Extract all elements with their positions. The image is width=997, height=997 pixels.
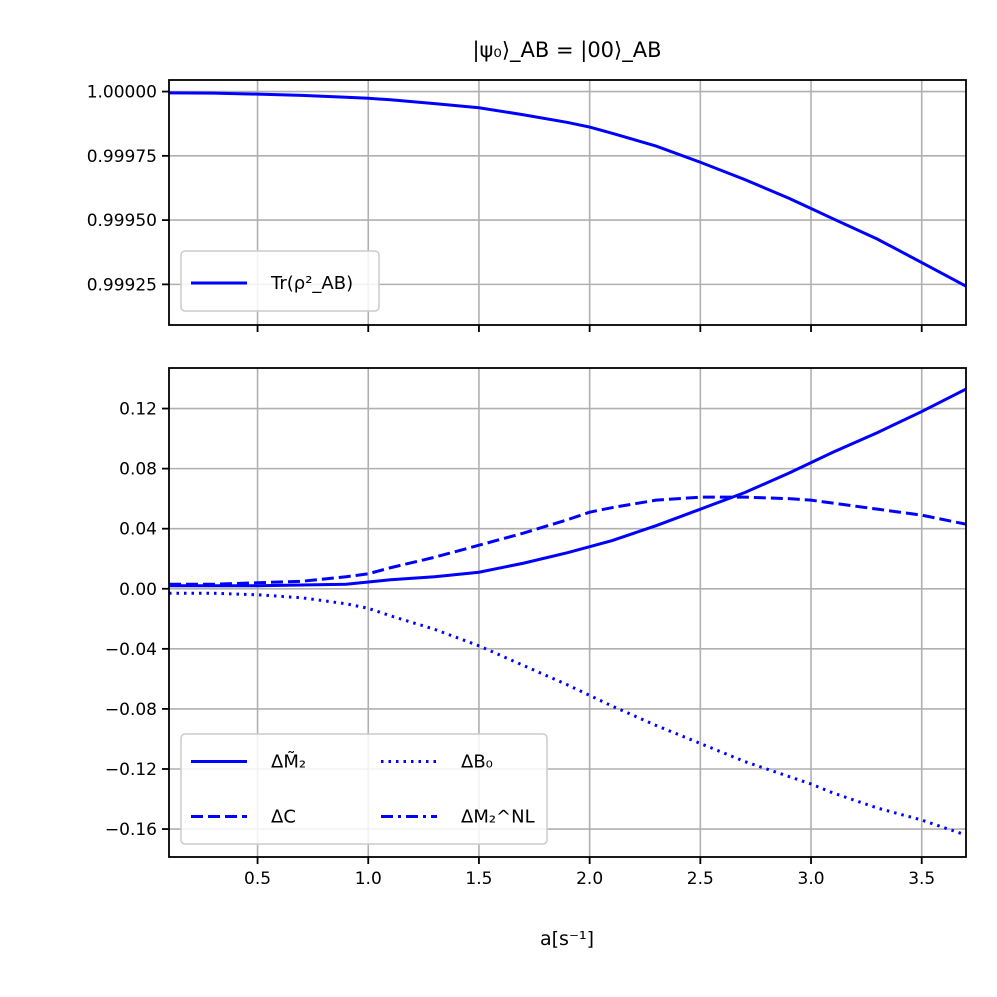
y-tick-label: 0.04 xyxy=(119,520,157,540)
legend-label: ΔM̃₂ xyxy=(271,751,306,772)
legend-label: ΔM₂^NL xyxy=(461,807,535,828)
x-axis-label: a[s⁻¹] xyxy=(540,928,594,950)
legend-label: ΔC xyxy=(271,807,296,828)
y-tick-label: −0.08 xyxy=(105,700,157,720)
x-tick-label: 3.0 xyxy=(798,869,825,889)
x-tick-label: 0.5 xyxy=(244,869,271,889)
axes-frame xyxy=(168,367,967,858)
y-tick-label: 0.99975 xyxy=(87,147,157,167)
x-tick-label: 1.0 xyxy=(355,869,382,889)
y-tick-label: 0.00 xyxy=(119,580,157,600)
x-tick-label: 3.5 xyxy=(908,869,935,889)
figure-title: |ψ₀⟩_AB = |00⟩_AB xyxy=(472,38,661,63)
y-tick-label: 0.99925 xyxy=(87,275,157,295)
x-tick-label: 2.0 xyxy=(576,869,603,889)
legend: Tr(ρ²_AB) xyxy=(180,250,380,312)
y-tick-label: −0.12 xyxy=(105,760,157,780)
legend: ΔM̃₂ ΔC ΔB₀ ΔM₂^NL xyxy=(180,733,548,845)
y-tick-label: −0.04 xyxy=(105,640,157,660)
series-line-delta-c xyxy=(169,495,966,586)
x-tick-label: 2.5 xyxy=(687,869,714,889)
axes-frame xyxy=(168,79,967,326)
top-panel: 1.00000 0.99975 0.99950 0.99925 Tr(ρ²_AB) xyxy=(87,79,967,332)
bottom-panel: 0.5 1.0 1.5 2.0 2.5 3.0 3.5 0.12 0.08 0.04 0.00 −0.… xyxy=(105,367,967,889)
legend-box xyxy=(180,250,380,312)
legend-label: ΔB₀ xyxy=(461,752,493,773)
series-line-delta-m2 xyxy=(169,387,966,588)
y-tick-label: −0.16 xyxy=(105,820,157,840)
y-tick-label: 0.99950 xyxy=(87,211,157,231)
legend-label: Tr(ρ²_AB) xyxy=(270,273,353,294)
series-line-purity xyxy=(169,91,966,288)
x-tick-label: 1.5 xyxy=(465,869,492,889)
legend-box xyxy=(180,733,548,845)
y-tick-label: 0.12 xyxy=(119,400,157,420)
y-tick-label: 0.08 xyxy=(119,460,157,480)
y-tick-label: 1.00000 xyxy=(87,83,157,103)
